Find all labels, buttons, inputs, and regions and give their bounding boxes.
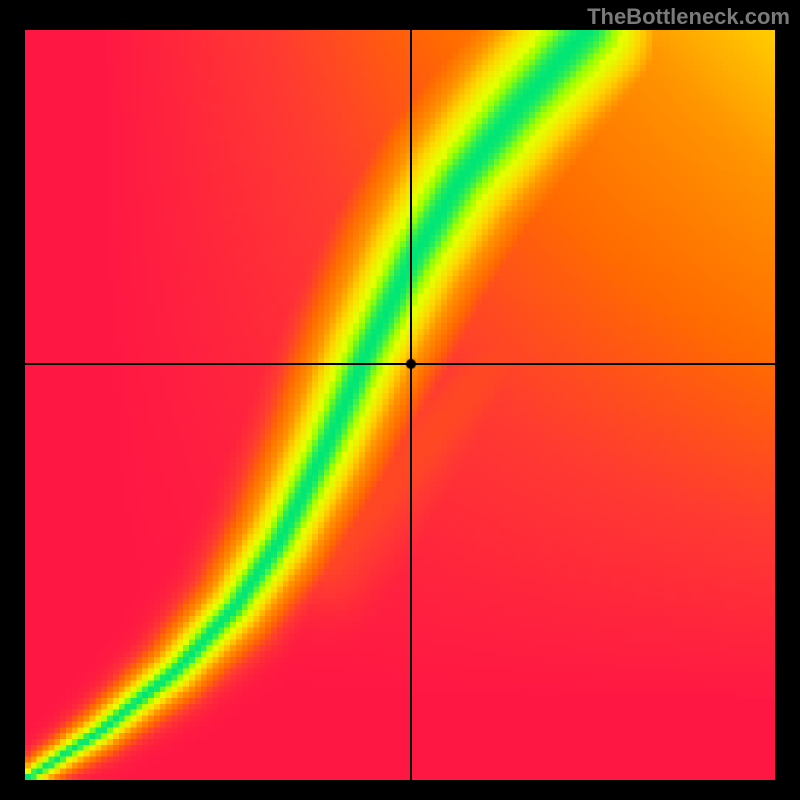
crosshair-marker [405,358,417,370]
watermark-text: TheBottleneck.com [587,4,790,30]
crosshair-vertical [410,30,412,780]
crosshair-horizontal [25,363,775,365]
chart-container: { "watermark": { "text": "TheBottleneck.… [0,0,800,800]
bottleneck-heatmap [25,30,775,780]
